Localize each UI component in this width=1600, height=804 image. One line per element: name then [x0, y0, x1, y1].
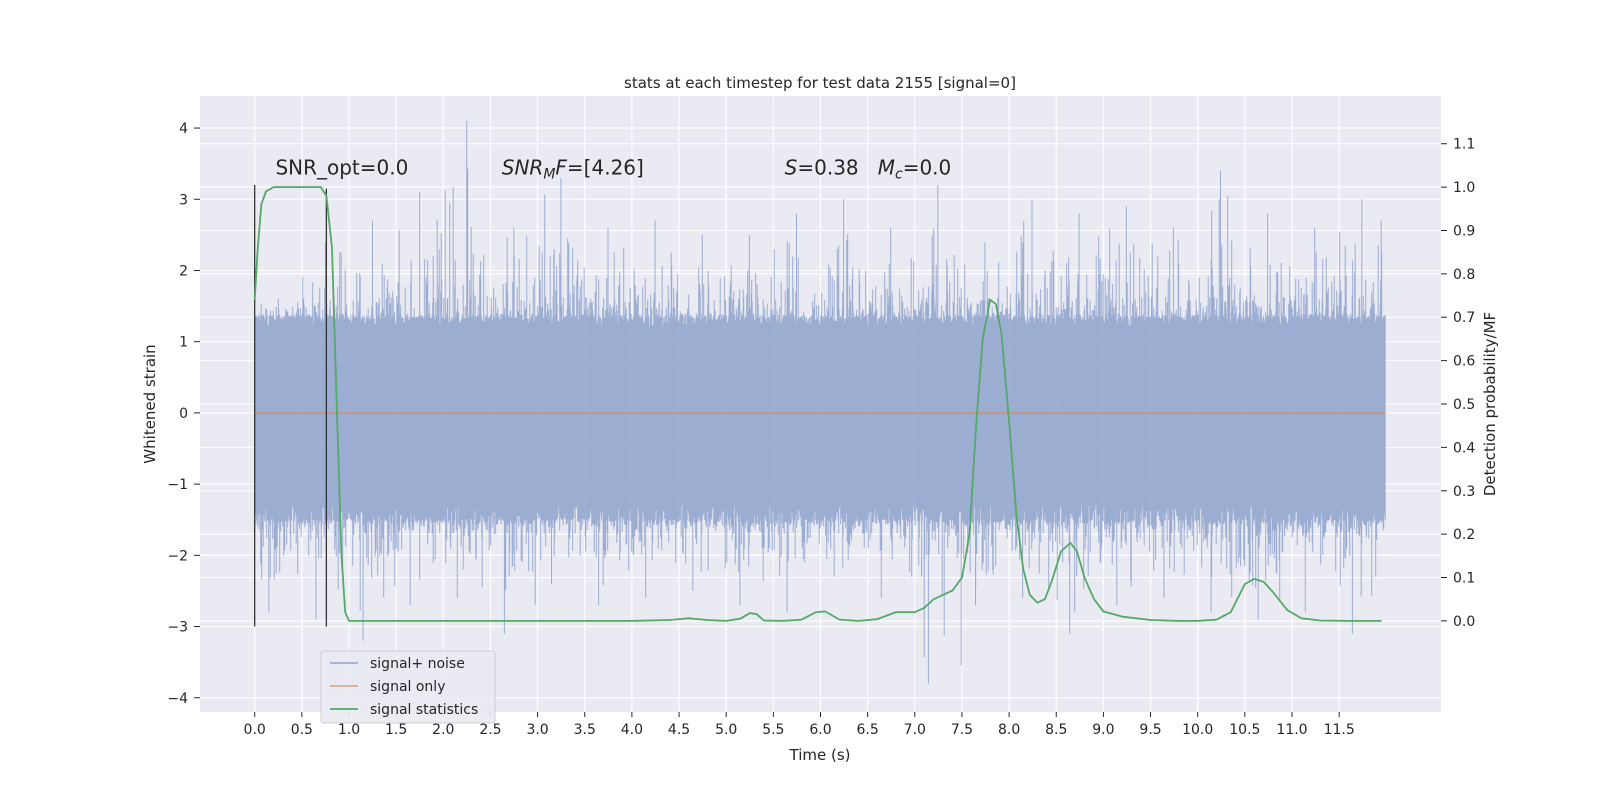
y2-tick-label: 0.4	[1453, 440, 1475, 456]
vertical-markers	[254, 185, 328, 627]
x-tick-label: 11.0	[1276, 722, 1307, 738]
annotation: SNRM​F=[4.26]	[502, 155, 644, 182]
chart-title: stats at each timestep for test data 215…	[624, 74, 1016, 92]
x-tick-label: 2.5	[479, 722, 501, 738]
y2-tick-label: 0.7	[1453, 310, 1475, 326]
x-tick-label: 6.0	[809, 722, 831, 738]
y2-tick-label: 0.3	[1453, 484, 1475, 500]
x-tick-label: 10.5	[1229, 722, 1260, 738]
y2-tick-label: 0.6	[1453, 354, 1475, 370]
y-tick-label: −1	[167, 477, 188, 493]
x-tick-label: 1.0	[338, 722, 360, 738]
annotation-part: F	[555, 155, 567, 179]
x-tick-label: 4.5	[668, 722, 690, 738]
x-axis-label: Time (s)	[789, 746, 851, 764]
y-tick-label: 3	[179, 192, 188, 208]
annotations: SNR_opt=0.0 SNRM​F=[4.26] S=0.38 Mc​=0.0	[275, 155, 951, 182]
y2-tick-label: 0.2	[1453, 527, 1475, 543]
y-axis-right: 0.0 0.1 0.2 0.3 0.4 0.5 0.6 0.7 0.8 0.9 1.0 1.1	[1441, 137, 1475, 630]
y2-tick-label: 0.1	[1453, 571, 1475, 587]
x-tick-label: 9.0	[1092, 722, 1114, 738]
annotation-part: M	[878, 155, 895, 179]
annotation-part: SNR	[502, 155, 544, 179]
annotation: S=0.38 Mc​=0.0	[785, 155, 952, 182]
y-axis-label: Whitened strain	[141, 344, 159, 463]
legend: signal+ noise signal only signal statist…	[320, 650, 496, 724]
y2-tick-label: 1.0	[1453, 180, 1475, 196]
y2-tick-label: 0.8	[1453, 267, 1475, 283]
y2-tick-label: 0.9	[1453, 223, 1475, 239]
x-tick-label: 5.5	[762, 722, 784, 738]
y2-tick-label: 0.0	[1453, 614, 1475, 630]
y-tick-label: −3	[167, 620, 188, 636]
legend-label-signal-noise: signal+ noise	[370, 656, 465, 672]
legend-label-signal-only: signal only	[370, 679, 445, 695]
x-tick-label: 4.0	[621, 722, 643, 738]
annotation-part: SNR_opt=0.0	[275, 155, 408, 179]
x-tick-label: 11.5	[1324, 722, 1355, 738]
annotation-part: =[4.26]	[567, 155, 644, 179]
x-tick-label: 2.0	[432, 722, 454, 738]
x-axis: 0.0 0.5 1.0 1.5 2.0 2.5 3.0 3.5 4.0 4.5 5.0 5.5 6.0 6…	[244, 712, 1355, 738]
x-tick-label: 7.5	[951, 722, 973, 738]
x-tick-label: 8.5	[1045, 722, 1067, 738]
annotation-part: =0.38	[797, 155, 877, 179]
y-tick-label: 1	[179, 335, 188, 351]
annotation-part: c	[895, 166, 903, 182]
x-tick-label: 1.5	[385, 722, 407, 738]
y-tick-label: −2	[167, 548, 188, 564]
y2-tick-label: 1.1	[1453, 137, 1475, 153]
x-tick-label: 3.0	[526, 722, 548, 738]
y-axis-left: −4 −3 −2 −1 0 1 2 3 4	[167, 121, 200, 707]
y-tick-label: 4	[179, 121, 188, 137]
annotation-part: S	[785, 155, 798, 179]
x-tick-label: 9.5	[1139, 722, 1161, 738]
x-tick-label: 8.0	[998, 722, 1020, 738]
y2-tick-label: 0.5	[1453, 397, 1475, 413]
x-tick-label: 6.5	[857, 722, 879, 738]
x-tick-label: 5.0	[715, 722, 737, 738]
annotation: SNR_opt=0.0	[275, 155, 408, 179]
y-tick-label: 0	[179, 406, 188, 422]
y-tick-label: 2	[179, 263, 188, 279]
x-tick-label: 0.0	[244, 722, 266, 738]
annotation-part: M	[543, 166, 555, 182]
x-tick-label: 7.0	[904, 722, 926, 738]
x-tick-label: 0.5	[291, 722, 313, 738]
legend-box	[320, 650, 496, 724]
x-tick-label: 3.5	[574, 722, 596, 738]
legend-label-signal-statistics: signal statistics	[370, 702, 478, 718]
annotation-part: =0.0	[903, 155, 952, 179]
y-tick-label: −4	[167, 691, 188, 707]
series-signal-statistics	[253, 186, 1382, 622]
y2-axis-label: Detection probability/MF	[1481, 312, 1499, 496]
x-tick-label: 10.0	[1182, 722, 1213, 738]
